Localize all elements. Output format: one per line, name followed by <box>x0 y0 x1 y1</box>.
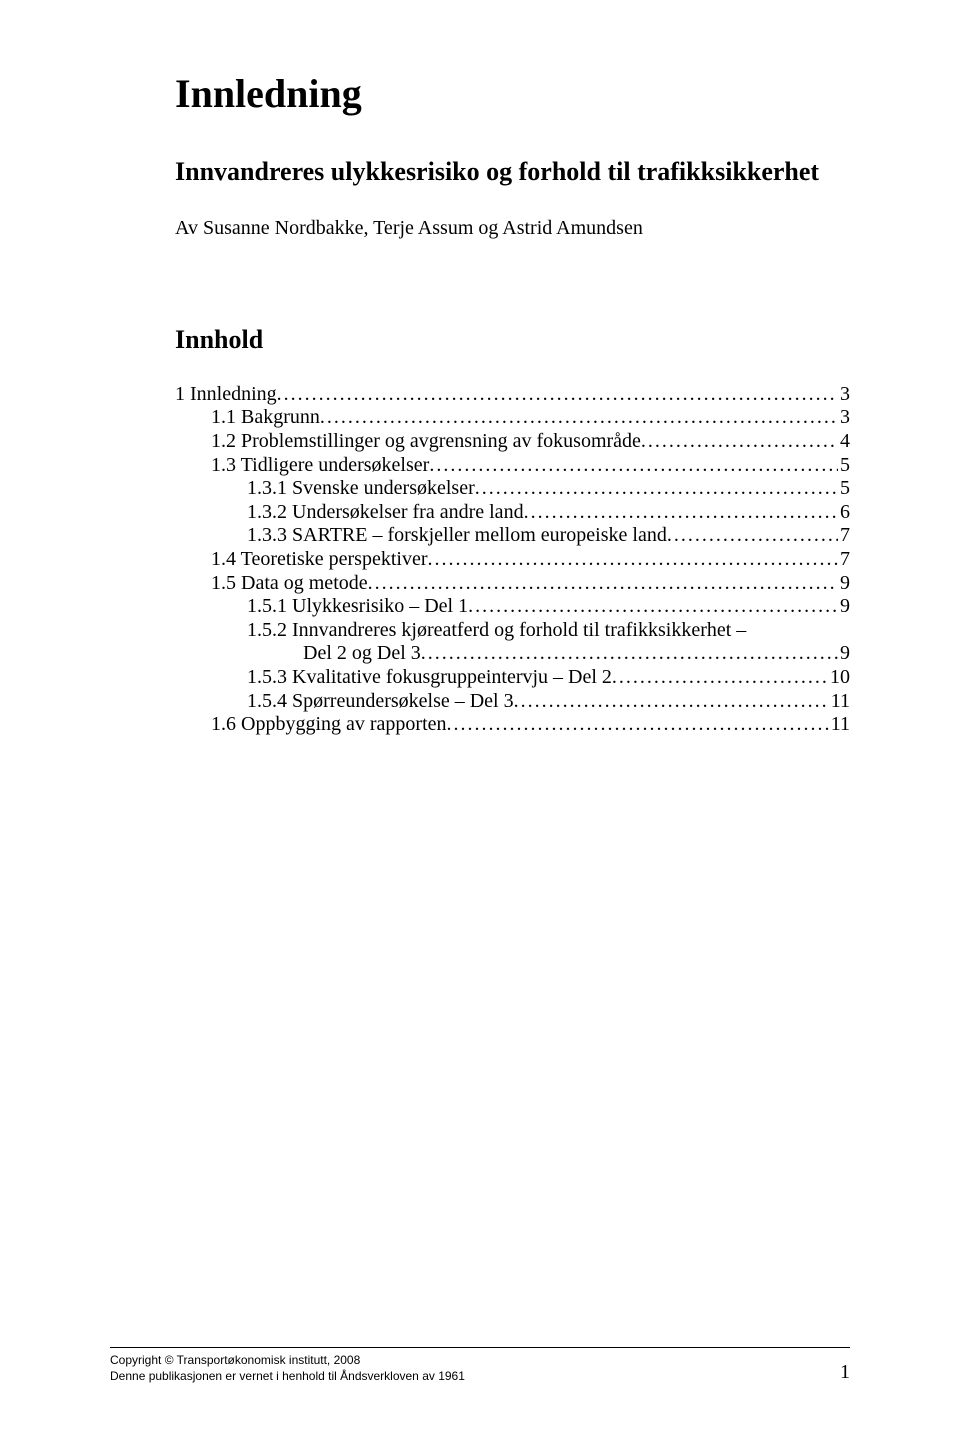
toc-label: 1.3 Tidligere undersøkelser <box>211 454 429 478</box>
toc-entry: 1.5 Data og metode 9 <box>175 572 850 596</box>
toc-leader-dots <box>667 524 838 548</box>
toc-page-number: 9 <box>838 595 850 619</box>
toc-page-number: 4 <box>838 430 850 454</box>
toc-entry: 1.4 Teoretiske perspektiver 7 <box>175 548 850 572</box>
footer-copyright: Copyright © Transportøkonomisk institutt… <box>110 1352 465 1384</box>
toc-leader-dots <box>320 406 838 430</box>
toc-entry: 1.2 Problemstillinger og avgrensning av … <box>175 430 850 454</box>
toc-page-number: 11 <box>829 690 850 714</box>
toc-label: 1.5.2 Innvandreres kjøreatferd og forhol… <box>247 619 746 643</box>
toc-page-number: 3 <box>838 383 850 407</box>
toc-entry: 1.5.2 Innvandreres kjøreatferd og forhol… <box>175 619 850 643</box>
toc-label: 1.5.3 Kvalitative fokusgruppeintervju – … <box>247 666 612 690</box>
toc-entry: Del 2 og Del 3 9 <box>175 642 850 666</box>
page-subtitle: Innvandreres ulykkesrisiko og forhold ti… <box>175 155 850 189</box>
footer-line-2: Denne publikasjonen er vernet i henhold … <box>110 1368 465 1384</box>
footer-line-1: Copyright © Transportøkonomisk institutt… <box>110 1352 465 1368</box>
toc-label: 1.3.3 SARTRE – forskjeller mellom europe… <box>247 524 667 548</box>
toc-page-number: 9 <box>838 572 850 596</box>
toc-leader-dots <box>428 548 839 572</box>
toc-label: 1.6 Oppbygging av rapporten <box>211 713 447 737</box>
toc-page-number: 11 <box>829 713 850 737</box>
toc-page-number: 3 <box>838 406 850 430</box>
toc-page-number: 6 <box>838 501 850 525</box>
toc-leader-dots <box>421 642 838 666</box>
footer-page-number: 1 <box>840 1361 850 1384</box>
toc-leader-dots <box>514 690 829 714</box>
toc-label: 1.5.1 Ulykkesrisiko – Del 1 <box>247 595 468 619</box>
toc-page-number: 7 <box>838 548 850 572</box>
toc-label: 1.4 Teoretiske perspektiver <box>211 548 428 572</box>
toc-page-number: 5 <box>838 454 850 478</box>
toc-leader-dots <box>447 713 829 737</box>
toc-entry: 1.3.3 SARTRE – forskjeller mellom europe… <box>175 524 850 548</box>
toc-label: 1 Innledning <box>175 383 277 407</box>
toc-leader-dots <box>277 383 838 407</box>
toc-leader-dots <box>468 595 838 619</box>
toc-entry: 1.5.3 Kvalitative fokusgruppeintervju – … <box>175 666 850 690</box>
toc-leader-dots <box>368 572 838 596</box>
toc-label: 1.5 Data og metode <box>211 572 368 596</box>
toc-list: 1 Innledning 3 1.1 Bakgrunn 3 1.2 Problemsti… <box>175 383 850 737</box>
toc-entry: 1.3.2 Undersøkelser fra andre land 6 <box>175 501 850 525</box>
page-title: Innledning <box>175 70 850 117</box>
author-line: Av Susanne Nordbakke, Terje Assum og Ast… <box>175 217 850 240</box>
toc-heading: Innhold <box>175 325 850 355</box>
toc-entry: 1.5.1 Ulykkesrisiko – Del 1 9 <box>175 595 850 619</box>
toc-entry: 1.1 Bakgrunn 3 <box>175 406 850 430</box>
toc-leader-dots <box>475 477 838 501</box>
toc-leader-dots <box>641 430 838 454</box>
toc-leader-dots <box>429 454 838 478</box>
toc-label: 1.5.4 Spørreundersøkelse – Del 3 <box>247 690 514 714</box>
toc-entry: 1.3.1 Svenske undersøkelser 5 <box>175 477 850 501</box>
toc-page-number: 7 <box>838 524 850 548</box>
toc-entry: 1.5.4 Spørreundersøkelse – Del 3 11 <box>175 690 850 714</box>
toc-leader-dots <box>612 666 828 690</box>
toc-page-number: 9 <box>838 642 850 666</box>
toc-label: Del 2 og Del 3 <box>303 642 421 666</box>
toc-page-number: 5 <box>838 477 850 501</box>
toc-page-number: 10 <box>828 666 850 690</box>
toc-label: 1.2 Problemstillinger og avgrensning av … <box>211 430 641 454</box>
toc-label: 1.3.2 Undersøkelser fra andre land <box>247 501 524 525</box>
toc-entry: 1.6 Oppbygging av rapporten 11 <box>175 713 850 737</box>
toc-label: 1.3.1 Svenske undersøkelser <box>247 477 475 501</box>
toc-entry: 1.3 Tidligere undersøkelser 5 <box>175 454 850 478</box>
toc-label: 1.1 Bakgrunn <box>211 406 320 430</box>
page-footer: Copyright © Transportøkonomisk institutt… <box>110 1347 850 1384</box>
toc-leader-dots <box>524 501 838 525</box>
toc-entry: 1 Innledning 3 <box>175 383 850 407</box>
